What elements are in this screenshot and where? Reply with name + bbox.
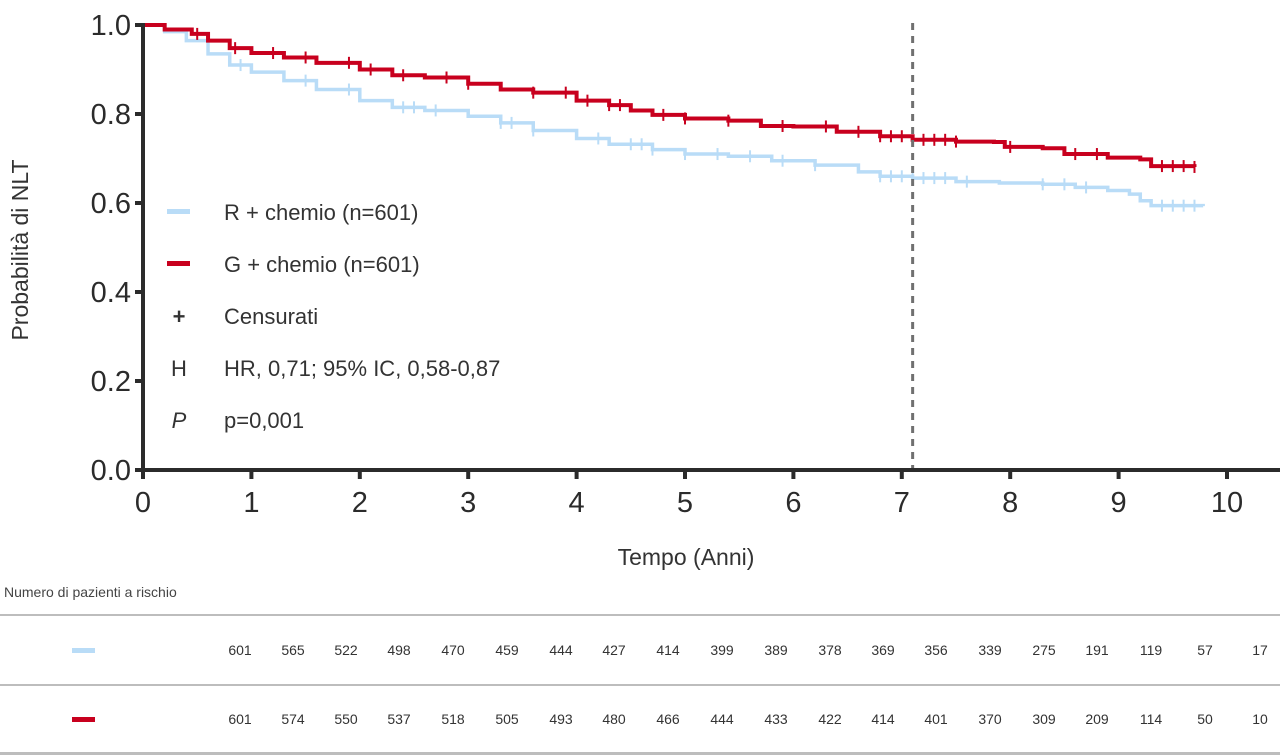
risk-table-title: Numero di pazienti a rischio [4, 584, 177, 600]
y-axis-title: Probabilità di NLT [7, 159, 33, 340]
x-tick-label: 1 [243, 487, 259, 519]
legend: R + chemio (n=601) G + chemio (n=601) + Cen… [167, 200, 500, 433]
risk-cell: 518 [441, 711, 465, 727]
x-tick-label: 0 [135, 487, 151, 519]
legend-label: HR, 0,71; 95% IC, 0,58-0,87 [224, 356, 500, 381]
y-tick-label: 0.4 [91, 277, 131, 309]
risk-cell: 10 [1252, 711, 1268, 727]
risk-cell: 370 [978, 711, 1002, 727]
risk-cell: 309 [1032, 711, 1056, 727]
risk-cell: 480 [602, 711, 626, 727]
risk-cell: 493 [549, 711, 573, 727]
risk-cell: 114 [1139, 711, 1163, 727]
risk-cell: 459 [495, 642, 519, 658]
risk-cell: 505 [495, 711, 519, 727]
risk-swatch-r_chemio [72, 648, 95, 653]
risk-cell: 601 [228, 642, 252, 658]
km-chart: 0.0 0.2 0.4 0.6 0.8 1.0 0 1 2 3 4 5 6 7 8 9 10 Probabili… [7, 10, 1280, 570]
risk-cell: 399 [710, 642, 734, 658]
legend-label: G + chemio (n=601) [224, 252, 420, 277]
risk-cell: 601 [228, 711, 252, 727]
risk-cell: 522 [334, 642, 358, 658]
risk-cell: 422 [818, 711, 842, 727]
risk-table-divider [0, 614, 1280, 616]
risk-cell: 550 [334, 711, 358, 727]
risk-cell: 414 [871, 711, 895, 727]
y-tick-label: 0.0 [91, 455, 131, 487]
legend-swatch-g_chemio [167, 261, 190, 266]
risk-cell: 191 [1085, 642, 1109, 658]
censored-symbol-icon: + [173, 304, 186, 329]
risk-table-divider [0, 684, 1280, 686]
risk-cell: 414 [656, 642, 680, 658]
risk-cell: 339 [978, 642, 1002, 658]
curve-g_chemio [143, 23, 1197, 169]
risk-cell: 209 [1085, 711, 1109, 727]
risk-cell: 275 [1032, 642, 1056, 658]
y-tick-label: 0.6 [91, 188, 131, 220]
legend-swatch-r_chemio [167, 209, 190, 214]
risk-cell: 378 [818, 642, 842, 658]
risk-cell: 470 [441, 642, 465, 658]
risk-cell: 498 [387, 642, 411, 658]
risk-cell: 389 [764, 642, 788, 658]
y-tick-label: 0.2 [91, 366, 131, 398]
x-tick-label: 3 [460, 487, 476, 519]
risk-cell: 369 [871, 642, 895, 658]
legend-label: Censurati [224, 304, 318, 329]
axes [135, 23, 1280, 479]
tick-labels: 0.0 0.2 0.4 0.6 0.8 1.0 0 1 2 3 4 5 6 7 8 9 10 [91, 10, 1243, 519]
risk-cell: 17 [1252, 642, 1268, 658]
x-tick-label: 10 [1211, 487, 1243, 519]
risk-table-bottom-border [0, 752, 1280, 755]
risk-row-g-chemio: 601 574 550 537 518 505 493 480 466 444 433 422 414 4… [0, 710, 1280, 730]
legend-symbol-h: H [171, 356, 187, 381]
risk-cell: 356 [924, 642, 948, 658]
risk-cell: 574 [281, 711, 305, 727]
risk-cell: 57 [1197, 642, 1213, 658]
risk-cell: 444 [710, 711, 734, 727]
legend-label: p=0,001 [224, 408, 304, 433]
risk-cell: 466 [656, 711, 680, 727]
risk-row-r-chemio: 601 565 522 498 470 459 444 427 414 399 389 378 369 3… [0, 641, 1280, 661]
curves-layer [143, 23, 1205, 212]
risk-cell: 119 [1139, 642, 1163, 658]
y-tick-label: 1.0 [91, 10, 131, 42]
risk-cell: 537 [387, 711, 411, 727]
x-tick-label: 4 [569, 487, 585, 519]
x-tick-label: 9 [1111, 487, 1127, 519]
risk-cell: 565 [281, 642, 305, 658]
legend-symbol-p: P [172, 408, 187, 433]
risk-cell: 50 [1197, 711, 1213, 727]
risk-cell: 444 [549, 642, 573, 658]
risk-cell: 401 [924, 711, 948, 727]
risk-swatch-g_chemio [72, 717, 95, 722]
x-tick-label: 8 [1002, 487, 1018, 519]
x-tick-label: 2 [352, 487, 368, 519]
x-tick-label: 7 [894, 487, 910, 519]
risk-cell: 433 [764, 711, 788, 727]
x-axis-title: Tempo (Anni) [618, 544, 755, 570]
x-tick-label: 5 [677, 487, 693, 519]
x-tick-label: 6 [785, 487, 801, 519]
y-tick-label: 0.8 [91, 99, 131, 131]
legend-label: R + chemio (n=601) [224, 200, 418, 225]
risk-cell: 427 [602, 642, 626, 658]
